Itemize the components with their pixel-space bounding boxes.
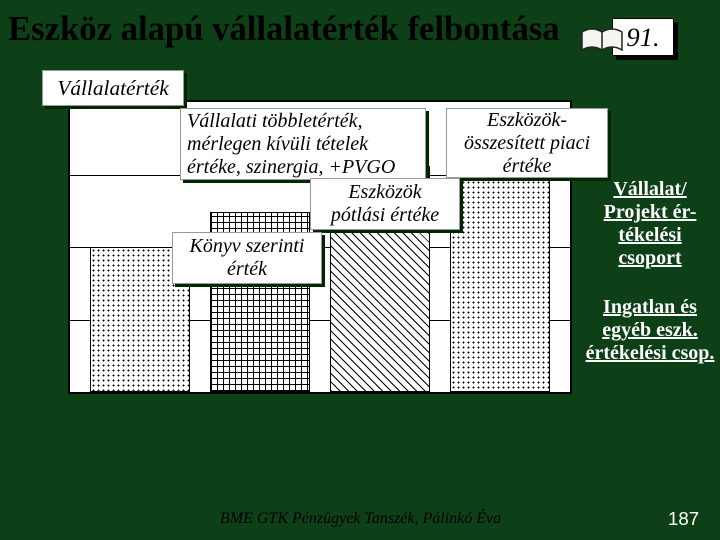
label-text: Vállalatérték (57, 76, 168, 101)
page-number-text: 91. (626, 22, 659, 53)
label-text: Vállalat/Projekt ér-tékelésicsoport (604, 178, 697, 269)
slide-number: 187 (668, 508, 699, 530)
label-tobbletertek: Vállalati többletérték,mérlegen kívüli t… (180, 108, 426, 180)
label-text: Ingatlan ésegyéb eszk.értékelési csop. (586, 296, 715, 364)
label-text: Eszközök-összesített piaciértéke (464, 109, 590, 178)
slide: Eszköz alapú vállalatérték felbontása 91… (0, 0, 720, 540)
label-potlasi: Eszközökpótlási értéke (310, 178, 460, 230)
side-label-projekt: Vállalat/Projekt ér-tékelésicsoport (590, 178, 710, 270)
label-text: Könyv szerintiérték (190, 235, 305, 281)
footer-text: BME GTK Pénzügyek Tanszék, Pálinkó Éva (220, 510, 501, 528)
label-text: Eszközökpótlási értéke (331, 181, 439, 227)
label-text: Vállalati többletérték,mérlegen kívüli t… (187, 110, 395, 179)
side-label-ingatlan: Ingatlan ésegyéb eszk.értékelési csop. (582, 296, 718, 365)
label-konyv: Könyv szerintiérték (172, 232, 322, 284)
page-title: Eszköz alapú vállalatérték felbontása (8, 10, 560, 49)
book-icon (580, 26, 624, 56)
label-vallalatertek: Vállalatérték (42, 70, 184, 106)
label-osszesitett: Eszközök-összesített piaciértéke (446, 108, 608, 178)
